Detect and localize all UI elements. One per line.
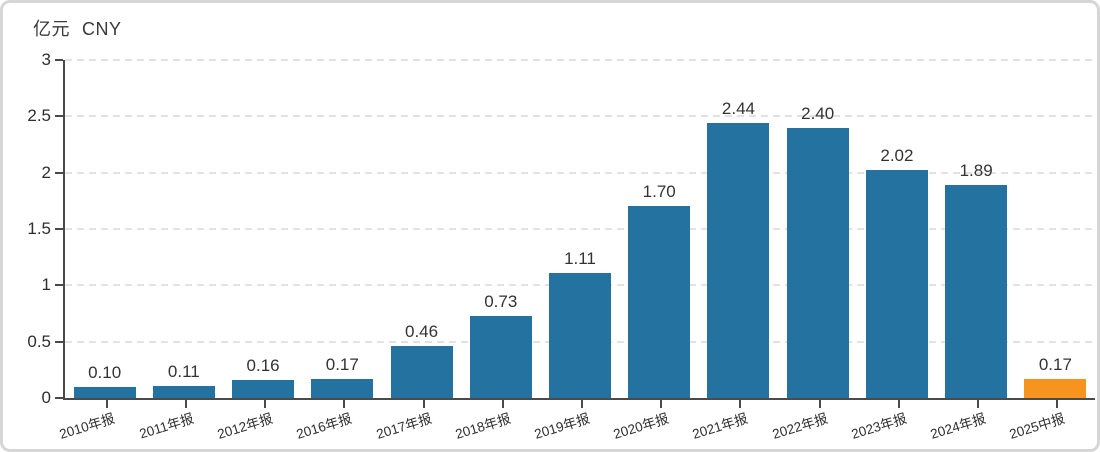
x-axis-tick [660,400,663,408]
bar[interactable] [945,185,1008,398]
y-axis-tick-label: 1 [41,275,51,295]
currency-label: CNY [82,19,122,39]
bar-value-label: 0.16 [246,355,280,375]
x-axis-tick [105,400,108,408]
y-axis-tick-label: 0.5 [27,331,51,351]
x-axis-tick [501,400,504,408]
bar-value-label: 0.17 [325,354,359,374]
bar-value-label: 0.11 [167,361,200,381]
y-axis-tick [55,59,63,61]
bar[interactable] [232,379,295,398]
bar[interactable] [707,123,770,398]
bar-highlighted[interactable] [1024,378,1087,398]
bar[interactable] [311,378,374,398]
gridline [65,115,1095,118]
y-axis-tick-label: 0 [41,388,51,407]
bar-value-label: 2.02 [880,146,914,166]
bar[interactable] [549,272,611,398]
y-axis-tick [55,115,63,118]
bar-value-label: 1.11 [564,248,596,268]
x-axis-tick [264,400,267,408]
y-axis-tick [55,228,63,230]
x-axis-tick [581,400,583,408]
bar-value-label: 2.40 [801,103,835,123]
bar[interactable] [73,386,136,398]
x-axis-tick [977,400,980,408]
y-axis-tick [55,171,63,174]
bar[interactable] [865,170,928,398]
x-axis-tick [897,400,900,408]
axis-unit-title: 亿元 CNY [33,15,122,41]
bar[interactable] [786,127,849,398]
x-axis-tick [184,400,187,408]
plot-area: 0 0.5 1 1.5 2 2.5 3 0.10 2010年报 0.11 2011年报 0.16 201… [27,50,1095,442]
y-axis-tick [55,397,63,399]
x-axis-tick [739,400,742,408]
y-axis-tick-label: 3 [41,50,51,69]
bar[interactable] [469,315,532,398]
x-axis-tick [343,400,346,408]
y-axis-tick [55,284,63,287]
bar[interactable] [628,206,691,398]
y-axis-tick-label: 2 [41,162,51,182]
gridline [65,59,1095,61]
bar-value-label: 0.10 [88,362,122,382]
y-axis-tick [55,340,63,343]
y-axis-tick-label: 2.5 [27,106,51,126]
bar[interactable] [390,346,453,398]
unit-label: 亿元 [33,19,70,39]
bar-value-label: 0.73 [484,291,518,311]
bar-value-label: 2.44 [721,99,755,119]
x-axis-tick [422,400,425,408]
bar-value-label: 0.46 [404,322,439,342]
bar-value-label: 1.70 [642,182,676,202]
bar-value-label: 1.89 [959,161,993,181]
y-axis-tick-label: 1.5 [27,219,51,238]
gridline [65,228,1095,230]
bar-value-label: 0.17 [1038,354,1072,374]
bar[interactable] [152,385,215,398]
x-axis-tick [1056,400,1059,408]
x-axis-tick [818,400,821,408]
